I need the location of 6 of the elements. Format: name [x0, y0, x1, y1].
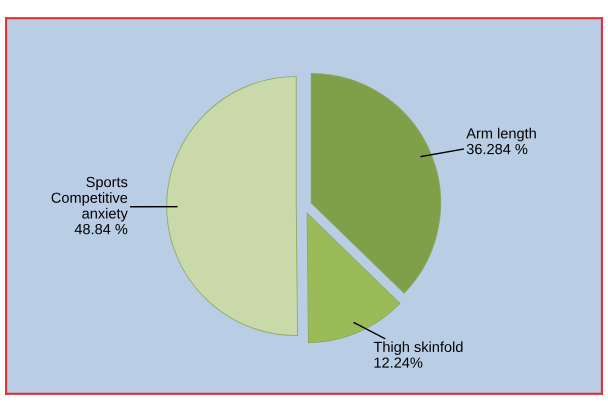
- slice-label: Thigh skinfold: [374, 341, 462, 355]
- data-label: 36.284 %: [466, 144, 528, 154]
- data-label: 12.24%: [374, 357, 422, 368]
- slice-label: Arm length: [466, 128, 536, 142]
- data-label: 48.84 %: [74, 224, 128, 234]
- slice-label: Sports Competitive anxiety: [52, 176, 128, 222]
